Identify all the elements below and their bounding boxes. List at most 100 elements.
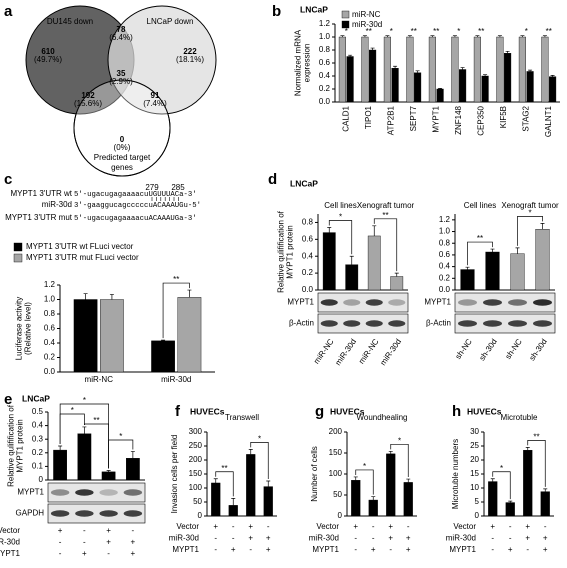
blot-band <box>99 489 118 496</box>
y-tick-label: 0.8 <box>319 45 331 54</box>
group-label: Xenograft tumor <box>357 201 415 210</box>
error-bar <box>388 450 393 454</box>
y-tick-label: 0.4 <box>44 338 56 347</box>
blot-label: GAPDH <box>16 509 45 518</box>
y-tick-label: 0.3 <box>32 434 44 443</box>
error-bar <box>540 223 545 230</box>
significance-label: * <box>258 434 261 443</box>
significance-bracket <box>467 241 493 266</box>
venn-percent: (0%) <box>114 143 131 152</box>
significance-label: ** <box>93 416 99 425</box>
y-tick-label: 0.2 <box>319 84 331 93</box>
pairing-lines <box>151 197 179 201</box>
error-bar <box>528 69 533 72</box>
bar <box>504 53 512 103</box>
bar <box>414 72 422 103</box>
bar <box>526 71 534 103</box>
blot-band <box>123 489 143 496</box>
condition-sign: + <box>248 522 253 531</box>
y-tick-label: 1.0 <box>439 227 451 236</box>
venn-count: 192 <box>81 91 95 100</box>
condition-sign: + <box>266 534 271 543</box>
x-tick-label: sh-NC <box>503 337 524 361</box>
condition-name: Vector <box>316 522 339 531</box>
y-tick-label: 100 <box>329 469 343 478</box>
y-axis-label: Number of cells <box>310 446 319 502</box>
blot-band <box>99 510 118 517</box>
y-tick-label: 0.4 <box>32 421 44 430</box>
panel-label: e <box>4 391 12 408</box>
error-bar <box>460 67 465 70</box>
blot-band <box>388 299 406 306</box>
seq: 5'-ugacugagaaaacuUGUUUACa-3' <box>74 191 197 199</box>
blot-label: β-Actin <box>426 319 451 328</box>
condition-sign: - <box>83 526 86 535</box>
bar <box>322 232 336 291</box>
y-tick-label: 0.6 <box>439 250 451 259</box>
venn-circle <box>73 79 171 177</box>
y-axis-label: Relative qulifification of <box>277 210 286 293</box>
legend-swatch <box>341 10 350 19</box>
y-tick-label: 0.2 <box>32 448 44 457</box>
significance-label: ** <box>477 234 483 243</box>
bar <box>496 36 504 103</box>
y-tick-label: 0 <box>198 511 203 520</box>
error-bar <box>248 449 253 455</box>
error-bar <box>385 35 390 37</box>
x-tick-label: miR-30d <box>333 337 358 367</box>
error-bar <box>490 478 495 482</box>
significance-label: ** <box>382 211 388 220</box>
error-bar <box>430 35 435 37</box>
legend-swatch <box>13 242 23 252</box>
bar <box>541 36 549 103</box>
bar <box>383 36 391 103</box>
condition-sign: - <box>354 534 357 543</box>
bar <box>369 49 377 103</box>
y-tick-label: 0.6 <box>319 58 331 67</box>
error-bar <box>109 294 114 300</box>
significance-label: * <box>345 27 348 36</box>
y-tick-label: 0.4 <box>319 71 331 80</box>
bar <box>481 75 489 103</box>
condition-sign: - <box>491 545 494 554</box>
y-tick-label: 0.1 <box>32 462 44 471</box>
y-tick-label: 1.0 <box>319 32 331 41</box>
condition-sign: + <box>525 534 530 543</box>
condition-sign: + <box>266 545 271 554</box>
venn-set-label: DU145 down <box>47 17 93 26</box>
condition-sign: - <box>509 534 512 543</box>
error-bar <box>393 65 398 69</box>
panel-label: b <box>272 3 281 20</box>
seq: 3'-gaaggucagcccccuACAAAUGu-5' <box>74 202 201 210</box>
bar <box>101 471 116 481</box>
condition-name: MYPT1 <box>0 549 21 558</box>
condition-name: MYPT1 <box>312 545 339 554</box>
y-tick-label: 150 <box>189 469 203 478</box>
condition-sign: + <box>543 534 548 543</box>
condition-sign: + <box>525 522 530 531</box>
blot-strip <box>47 482 146 503</box>
condition-sign: - <box>389 545 392 554</box>
panel-label: d <box>268 171 277 188</box>
error-bar <box>187 289 192 298</box>
error-bar <box>475 35 480 37</box>
venn-count: 91 <box>151 91 160 100</box>
significance-label: ** <box>173 275 179 284</box>
seq-label: MYPT1 3'UTR wt <box>10 189 72 198</box>
y-tick-label: 0.8 <box>44 309 56 318</box>
chart-title: HUVECs <box>330 406 365 416</box>
y-tick-label: 20 <box>470 455 479 464</box>
significance-label: ** <box>546 27 552 36</box>
y-axis-label: (Relative level) <box>24 302 33 355</box>
error-bar <box>452 35 457 37</box>
bar <box>391 67 399 103</box>
y-tick-label: 0 <box>475 511 480 520</box>
seq-label: miR-30d <box>42 200 72 209</box>
venn-percent: (2.9%) <box>109 77 133 86</box>
venn-set-label: genes <box>111 163 133 172</box>
y-tick-label: 0.0 <box>302 285 314 294</box>
y-tick-label: 0.6 <box>44 324 56 333</box>
condition-name: miR-30d <box>309 534 339 543</box>
blot-strip <box>454 292 556 313</box>
condition-sign: + <box>213 522 218 531</box>
